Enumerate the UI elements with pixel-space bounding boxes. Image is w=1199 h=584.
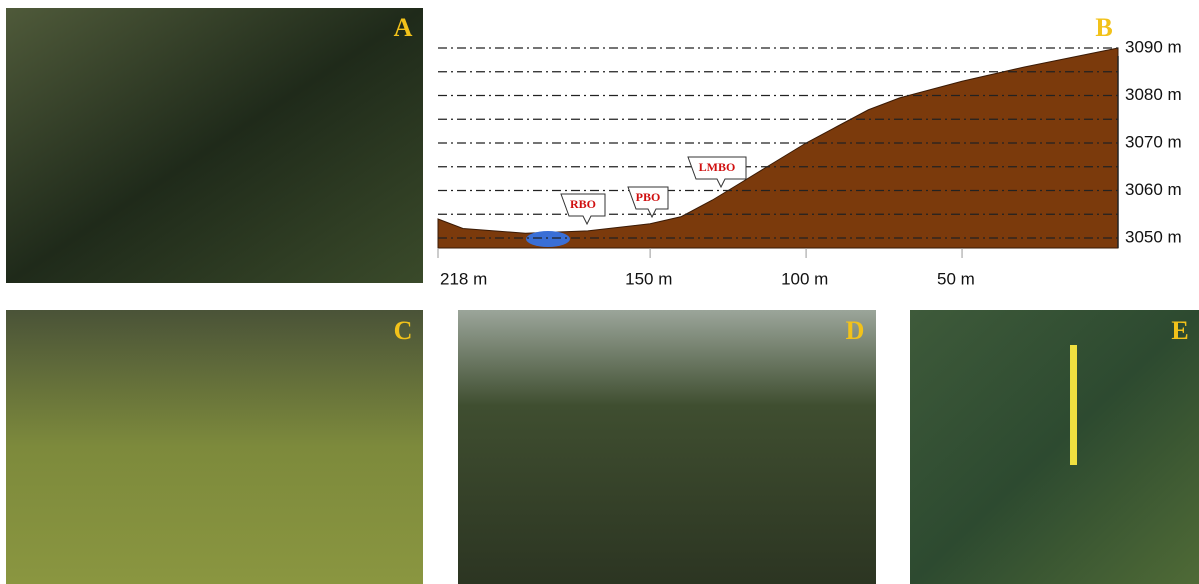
x-tick-label: 50 m — [937, 269, 975, 288]
ground-area — [438, 48, 1118, 248]
panel-label: A — [394, 13, 413, 42]
annotation: LMBO — [699, 160, 736, 174]
figure: A B C D E 3050 m 3060 m 3070 m 3080 m 3090 m… — [0, 0, 1199, 584]
photo — [6, 8, 423, 283]
photo — [6, 310, 423, 584]
photo — [458, 310, 876, 584]
x-tick-label: 150 m — [625, 269, 672, 288]
photo — [910, 310, 1199, 584]
panel-label: C — [394, 316, 413, 345]
y-tick-label: 3090 m — [1125, 37, 1182, 56]
y-tick-label: 3070 m — [1125, 132, 1182, 151]
y-tick-label: 3060 m — [1125, 180, 1182, 199]
figure-canvas: A B C D E 3050 m 3060 m 3070 m 3080 m 3090 m… — [0, 0, 1199, 584]
ruler — [1070, 345, 1077, 465]
panel-label: B — [1095, 13, 1112, 42]
water — [526, 231, 570, 247]
y-tick-label: 3050 m — [1125, 227, 1182, 246]
annotation: RBO — [570, 197, 596, 211]
panel-label: D — [846, 316, 865, 345]
elevation-profile: 3050 m 3060 m 3070 m 3080 m 3090 m 218 m 150 m… — [438, 37, 1182, 288]
panel-label: E — [1171, 316, 1188, 345]
annotation: PBO — [636, 190, 661, 204]
y-tick-label: 3080 m — [1125, 85, 1182, 104]
x-tick-label: 100 m — [781, 269, 828, 288]
x-tick-label: 218 m — [440, 269, 487, 288]
